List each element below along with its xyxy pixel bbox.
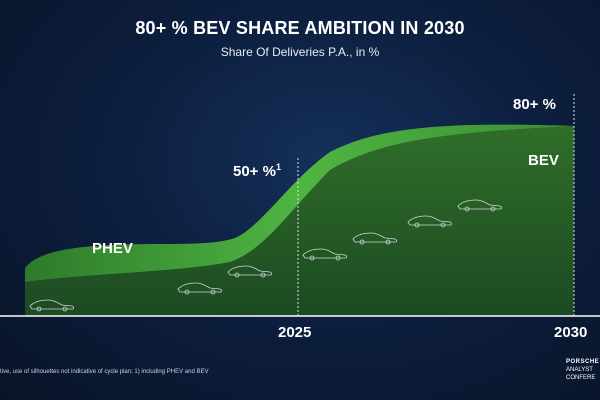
brand-line-2: ANALYST [566,367,593,373]
series-label-bev: BEV [528,152,559,169]
chart-title: 80+ % BEV SHARE AMBITION IN 2030 [135,18,465,38]
phev-band [25,124,574,282]
car-silhouette-icon [407,215,453,228]
car-silhouette-icon [302,248,348,261]
brand-block: PORSCHE ANALYST CONFERE [566,358,599,382]
footnote: tive, use of silhouettes not indicative … [0,369,209,375]
annotation-2030-text: 80+ % [513,96,556,113]
chart-subtitle: Share Of Deliveries P.A., in % [220,45,380,59]
car-silhouette-icon [177,282,223,295]
car-silhouette-icon [457,199,503,212]
x-tick-label-2025: 2025 [278,324,312,341]
brand-line-3: CONFERE [566,375,596,381]
annotation-2025-footnote: 1 [275,162,281,172]
brand-line-1: PORSCHE [566,359,600,365]
series-label-phev: PHEV [92,240,133,257]
x-tick-label-2030: 2030 [554,324,588,341]
car-silhouette-icon [227,265,273,278]
annotation-2025: 50+ %1 [233,162,281,181]
annotation-2030: 80+ % [513,96,556,113]
car-silhouette-icon [29,299,75,312]
bev-area [25,126,574,316]
car-silhouette-icon [352,232,398,245]
annotation-2025-text: 50+ % [233,163,276,180]
